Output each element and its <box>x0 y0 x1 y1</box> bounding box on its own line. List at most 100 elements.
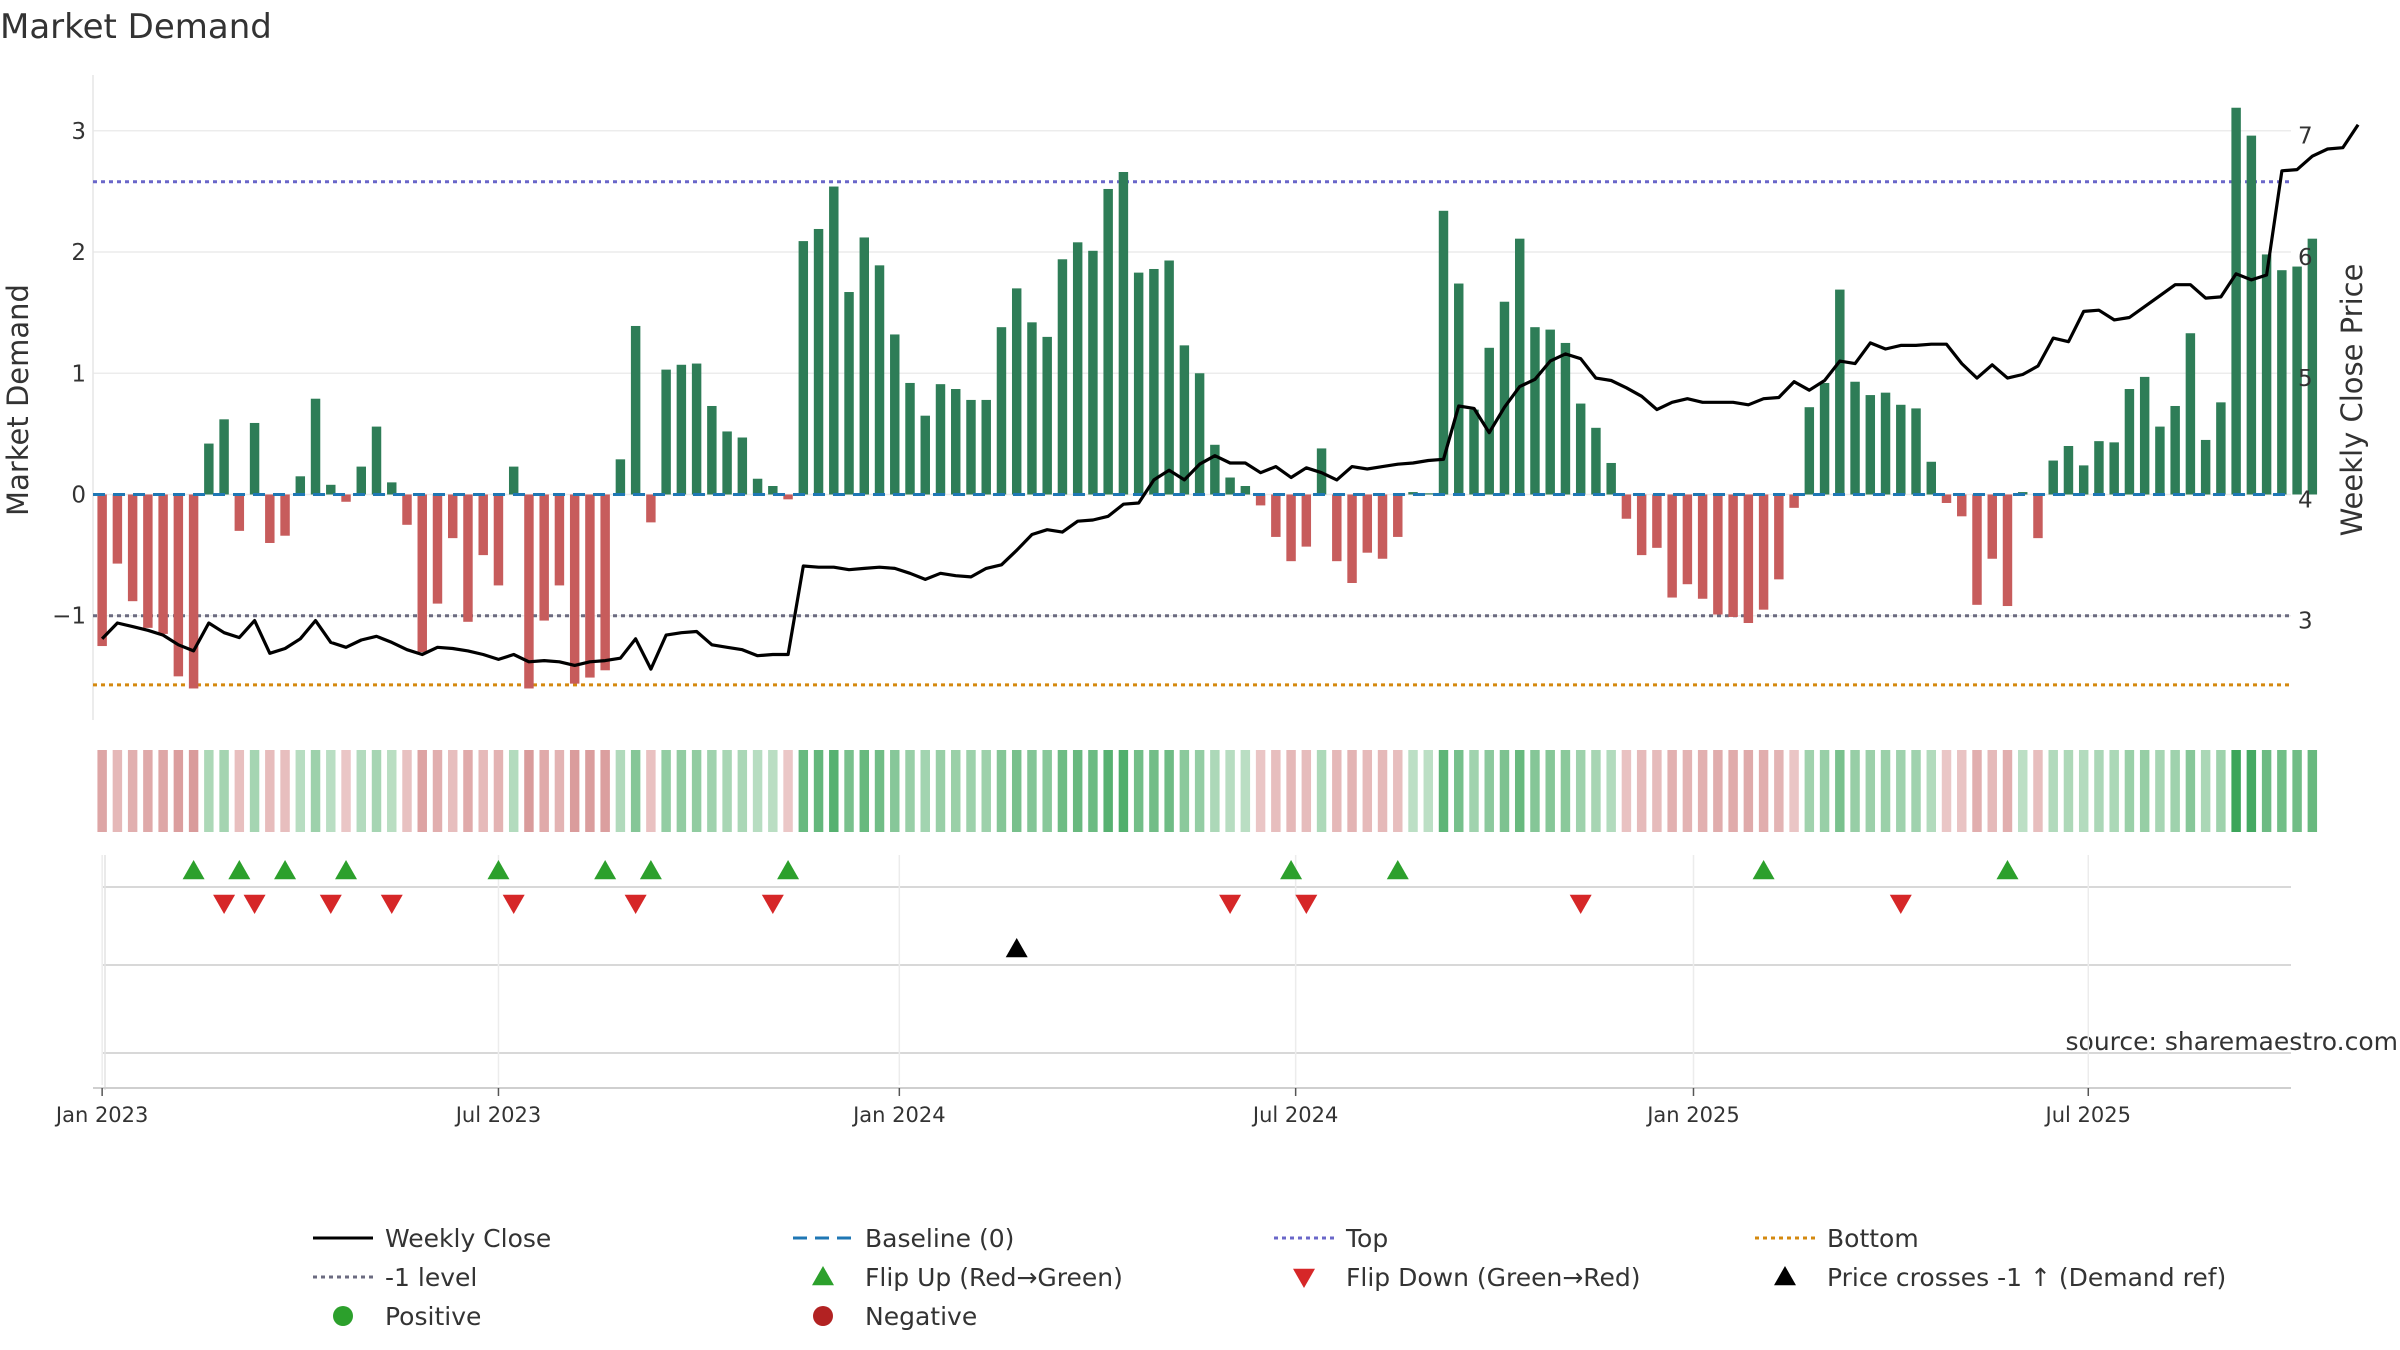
heat-cell-negative <box>1774 750 1784 832</box>
demand-bar-negative <box>1667 494 1677 598</box>
heat-cell-negative <box>783 750 793 832</box>
heat-cell-negative <box>569 750 580 832</box>
demand-bar-positive <box>1454 283 1464 495</box>
heat-cell-positive <box>1027 750 1037 832</box>
demand-bar-negative <box>127 494 138 602</box>
demand-bar-negative <box>1957 494 1967 517</box>
demand-bar-positive <box>310 398 321 495</box>
demand-bar-positive <box>2200 439 2211 495</box>
demand-bar-negative <box>97 494 107 647</box>
heat-cell-negative <box>97 750 107 832</box>
heat-cell-positive <box>2170 750 2180 832</box>
heat-cell-negative <box>1987 750 1997 832</box>
heat-cell-positive <box>920 750 930 832</box>
demand-bar-positive <box>1072 242 1083 495</box>
demand-bar-positive <box>2261 254 2272 495</box>
heat-cell-positive <box>295 750 306 832</box>
demand-bar-negative <box>188 494 199 689</box>
heat-cell-positive <box>1194 750 1205 832</box>
demand-bar-negative <box>1271 494 1281 537</box>
demand-bar-positive <box>1164 260 1174 495</box>
demand-bar-positive <box>1027 322 1037 495</box>
demand-bar-positive <box>2277 270 2287 495</box>
heat-cell-positive <box>1911 750 1921 832</box>
demand-bar-negative <box>173 494 184 677</box>
heat-cell-positive <box>1530 750 1540 832</box>
demand-bar-positive <box>1880 392 1891 495</box>
heat-cell-positive <box>2048 750 2058 832</box>
demand-bar-positive <box>1514 238 1525 495</box>
demand-bar-negative <box>463 494 473 622</box>
heat-cell-positive <box>1103 750 1113 832</box>
demand-bar-positive <box>661 369 671 495</box>
heat-cell-positive <box>859 750 870 832</box>
flip-down-marker <box>1889 894 1912 914</box>
demand-bar-positive <box>676 364 687 495</box>
heat-cell-negative <box>1621 750 1632 832</box>
heat-cell-positive <box>966 750 976 832</box>
demand-bar-positive <box>508 466 519 495</box>
demand-bar-positive <box>387 482 397 495</box>
demand-bar-positive <box>219 419 229 495</box>
legend-item: Price crosses -1 ↑ (Demand ref) <box>1774 1263 2226 1292</box>
heat-cell-positive <box>1484 750 1494 832</box>
demand-bar-positive <box>2216 402 2226 495</box>
y-tick-label-right: 3 <box>2298 609 2313 635</box>
demand-bar-positive <box>1911 408 1921 495</box>
heat-cell-positive <box>1469 750 1479 832</box>
demand-bar-positive <box>1926 461 1936 495</box>
heat-cell-positive <box>1133 750 1144 832</box>
demand-bar-positive <box>1804 407 1815 495</box>
heat-cell-negative <box>1362 750 1373 832</box>
heat-cell-negative <box>265 750 275 832</box>
heat-cell-negative <box>127 750 138 832</box>
demand-bar-positive <box>768 486 778 495</box>
heat-cell-negative <box>341 750 351 832</box>
y-axis-label-right: Weekly Close Price <box>2335 264 2369 537</box>
heat-cell-positive <box>1408 750 1418 832</box>
heat-cell-positive <box>1210 750 1220 832</box>
flip-down-marker <box>502 894 525 914</box>
legend: Weekly Close Baseline (0) Top Bottom -1 leve… <box>313 1224 2226 1331</box>
heat-cell-positive <box>1316 750 1327 832</box>
heat-cell-positive <box>1423 750 1433 832</box>
heat-cell-positive <box>2018 750 2028 832</box>
x-tick-label: Jul 2024 <box>1251 1103 1338 1127</box>
y-tick-label-left: 1 <box>71 361 86 387</box>
heat-cell-negative <box>1377 750 1388 832</box>
demand-bar-positive <box>2063 445 2074 495</box>
demand-bar-positive <box>1423 493 1433 495</box>
y-axis-label-left: Market Demand <box>1 284 35 516</box>
heat-cell-positive <box>1149 750 1159 832</box>
y-tick-label-right: 4 <box>2298 487 2313 513</box>
demand-bar-negative <box>1636 494 1647 556</box>
heat-cell-positive <box>326 750 336 832</box>
heat-cell-positive <box>1804 750 1815 832</box>
heat-cell-negative <box>1636 750 1647 832</box>
flip-up-marker <box>182 860 205 880</box>
heat-cell-negative <box>1271 750 1281 832</box>
demand-bar-positive <box>2307 238 2318 495</box>
heat-cell-positive <box>310 750 321 832</box>
demand-bar-positive <box>371 426 382 495</box>
heat-cell-positive <box>1499 750 1510 832</box>
demand-bar-positive <box>1179 345 1190 495</box>
heat-cell-negative <box>1667 750 1677 832</box>
demand-bar-positive <box>615 459 626 495</box>
demand-bar-negative <box>646 494 656 523</box>
demand-bar-negative <box>1697 494 1708 599</box>
demand-bar-positive <box>859 237 870 495</box>
demand-bar-positive <box>2048 460 2058 495</box>
demand-bar-positive <box>2292 266 2302 495</box>
heat-cell-positive <box>2261 750 2272 832</box>
heat-cell-negative <box>1682 750 1693 832</box>
demand-bar-positive <box>2155 426 2165 495</box>
demand-bar-positive <box>1149 268 1159 495</box>
heat-cell-positive <box>2155 750 2165 832</box>
heat-cell-positive <box>1042 750 1052 832</box>
heat-cell-positive <box>2246 750 2257 832</box>
legend-item: Weekly Close <box>313 1224 551 1253</box>
heat-cell-positive <box>722 750 732 832</box>
heat-cell-positive <box>2185 750 2196 832</box>
heat-cell-positive <box>1926 750 1936 832</box>
